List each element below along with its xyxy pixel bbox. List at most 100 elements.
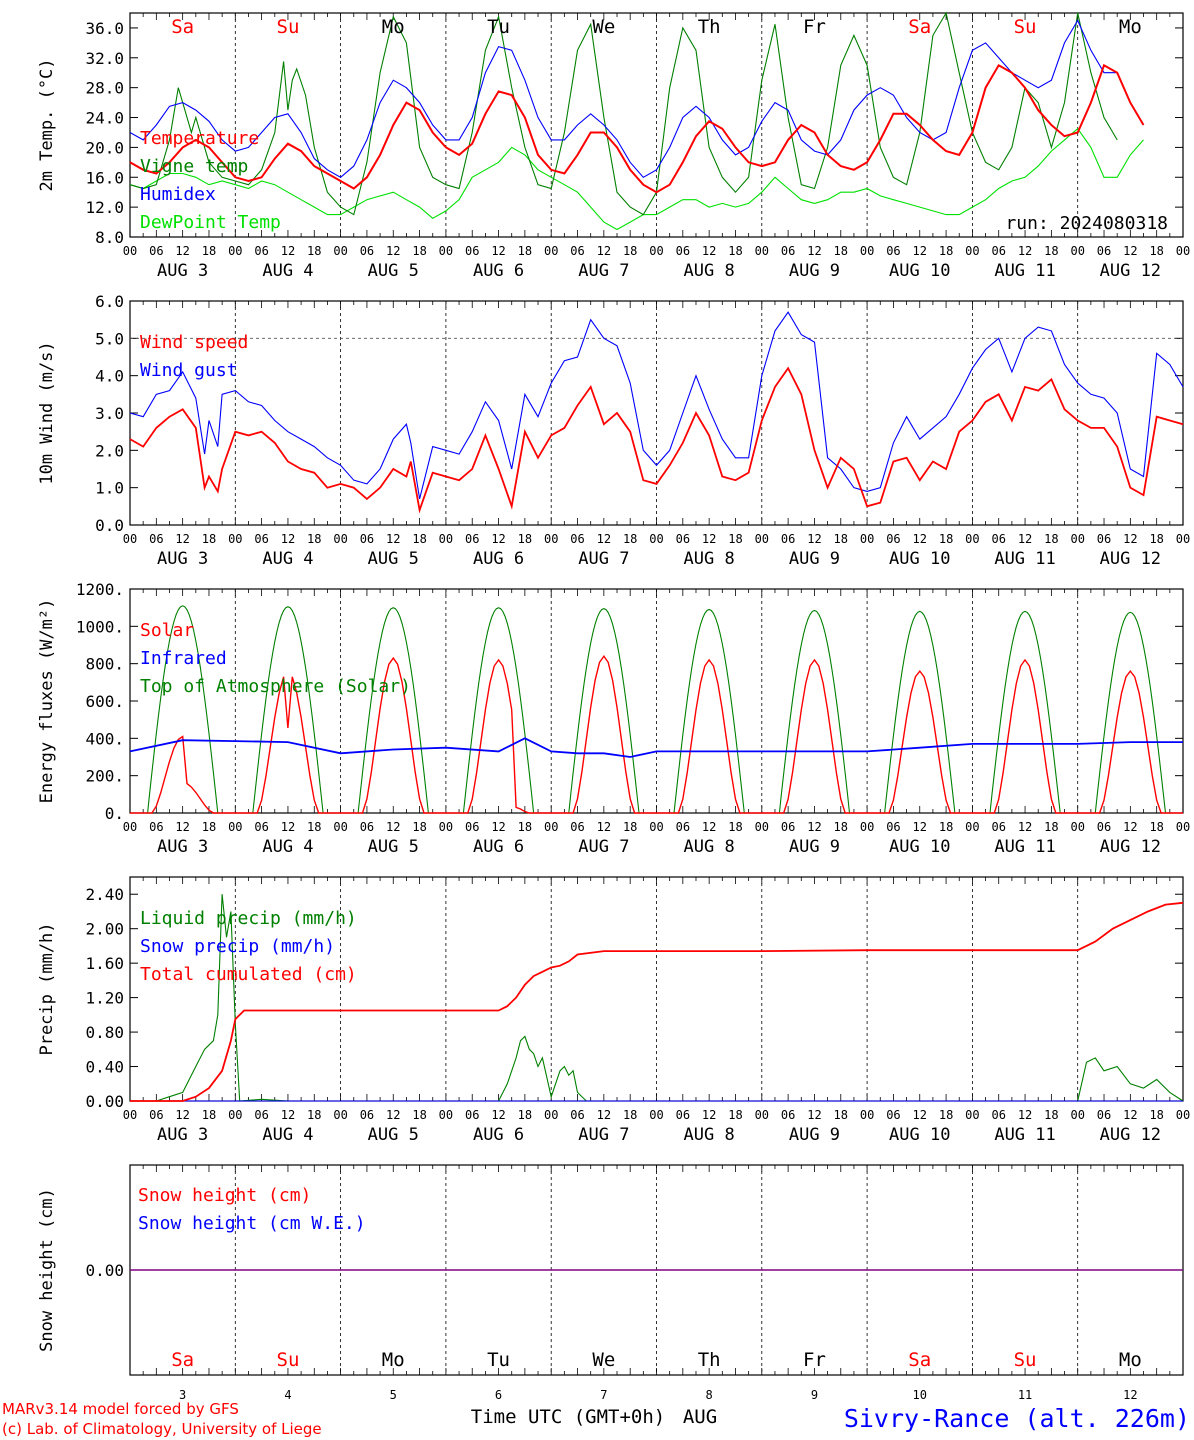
hour-tick-label: 18 [623,1108,637,1122]
legend-entry: Temperature [140,128,259,149]
y-tick-label: 0.40 [85,1058,124,1077]
series-temperature [129,63,1145,194]
hour-tick-label: 00 [965,820,979,834]
hour-tick-label: 06 [360,244,374,258]
hour-tick-label: 18 [307,1108,321,1122]
hour-tick-label: 18 [1149,1108,1163,1122]
hour-tick-label: 00 [755,820,769,834]
date-label: AUG 8 [684,1125,735,1145]
hour-tick-label: 12 [281,244,295,258]
hour-tick-label: 12 [281,820,295,834]
hour-tick-label: 18 [728,1108,742,1122]
hour-tick-label: 12 [386,532,400,546]
station-title: Sivry-Rance (alt. 226m) [844,1404,1190,1433]
series-vigne-temp [129,11,1118,216]
y-tick-label: 1.0 [95,479,124,498]
hour-tick-label: 00 [755,1108,769,1122]
weekday-label: Tu [487,16,510,38]
hour-tick-label: 12 [807,1108,821,1122]
day-number-label: 6 [495,1388,502,1402]
hour-tick-label: 00 [649,244,663,258]
date-label: AUG 5 [368,1125,419,1145]
hour-tick-label: 06 [465,820,479,834]
weekday-label: Sa [171,16,194,38]
date-label: AUG 5 [368,837,419,857]
date-label: AUG 6 [473,1125,524,1145]
hour-tick-label: 06 [1097,244,1111,258]
date-label: AUG 7 [578,837,629,857]
hour-tick-label: 12 [281,1108,295,1122]
date-label: AUG 4 [262,837,313,857]
weekday-label: Tu [487,1349,510,1371]
legend-entry: Wind gust [140,360,238,381]
x-axis-month: AUG [683,1406,717,1428]
y-tick-label: 1.60 [85,954,124,973]
legend-entry: Solar [140,620,194,641]
hour-tick-label: 00 [649,532,663,546]
date-label: AUG 10 [889,837,950,857]
hour-tick-label: 00 [228,532,242,546]
day-number-label: 8 [706,1388,713,1402]
hour-tick-label: 06 [781,244,795,258]
hour-tick-label: 06 [781,820,795,834]
hour-tick-label: 18 [202,820,216,834]
date-label: AUG 3 [157,261,208,281]
hour-tick-label: 06 [991,1108,1005,1122]
y-tick-label: 0.80 [85,1023,124,1042]
y-axis-title: 10m Wind (m/s) [37,341,57,484]
hour-tick-label: 06 [1097,1108,1111,1122]
hour-tick-label: 06 [781,532,795,546]
weekday-label: Th [698,16,721,38]
day-number-label: 7 [600,1388,607,1402]
hour-tick-label: 18 [1044,532,1058,546]
y-axis-title: Precip (mm/h) [37,922,57,1055]
date-label: AUG 8 [684,549,735,569]
legend-entry: Liquid precip (mm/h) [140,908,357,929]
hour-tick-label: 06 [149,1108,163,1122]
date-label: AUG 4 [262,1125,313,1145]
y-tick-label: 2.00 [85,920,124,939]
hour-tick-label: 18 [1149,820,1163,834]
hour-tick-label: 00 [439,820,453,834]
date-label: AUG 5 [368,261,419,281]
hour-tick-label: 12 [281,532,295,546]
day-number-label: 11 [1018,1388,1032,1402]
hour-tick-label: 12 [175,532,189,546]
hour-tick-label: 18 [1149,532,1163,546]
hour-tick-label: 00 [544,244,558,258]
x-axis-title: Time UTC (GMT+0h) [471,1406,665,1428]
legend-entry: Total cumulated (cm) [140,964,357,985]
y-tick-label: 20.0 [85,138,124,157]
hour-tick-label: 00 [228,820,242,834]
date-label: AUG 7 [578,1125,629,1145]
y-tick-label: 1200. [76,580,124,599]
hour-tick-label: 18 [1149,244,1163,258]
hour-tick-label: 18 [412,244,426,258]
panel-frame-wind [129,300,1184,526]
hour-tick-label: 00 [333,820,347,834]
date-label: AUG 11 [994,1125,1055,1145]
hour-tick-label: 12 [1123,244,1137,258]
y-tick-label: 12.0 [85,198,124,217]
hour-tick-label: 18 [1044,820,1058,834]
hour-tick-label: 12 [807,244,821,258]
hour-tick-label: 12 [175,820,189,834]
hour-tick-label: 12 [491,244,505,258]
hour-tick-label: 00 [333,244,347,258]
series-liquid-precip [130,894,1184,1102]
hour-tick-label: 18 [623,244,637,258]
hour-tick-label: 06 [1097,532,1111,546]
hour-tick-label: 06 [676,244,690,258]
hour-tick-label: 00 [649,1108,663,1122]
hour-tick-label: 00 [544,1108,558,1122]
y-tick-label: 32.0 [85,49,124,68]
y-tick-label: 2.40 [85,885,124,904]
date-label: AUG 9 [789,1125,840,1145]
series-infrared [129,737,1183,758]
panel-frame-energy [129,588,1184,814]
hour-tick-label: 06 [991,244,1005,258]
hour-tick-label: 00 [1070,1108,1084,1122]
y-tick-label: 1000. [76,617,124,636]
hour-tick-label: 18 [412,1108,426,1122]
legend-entry: Snow height (cm W.E.) [138,1213,366,1234]
